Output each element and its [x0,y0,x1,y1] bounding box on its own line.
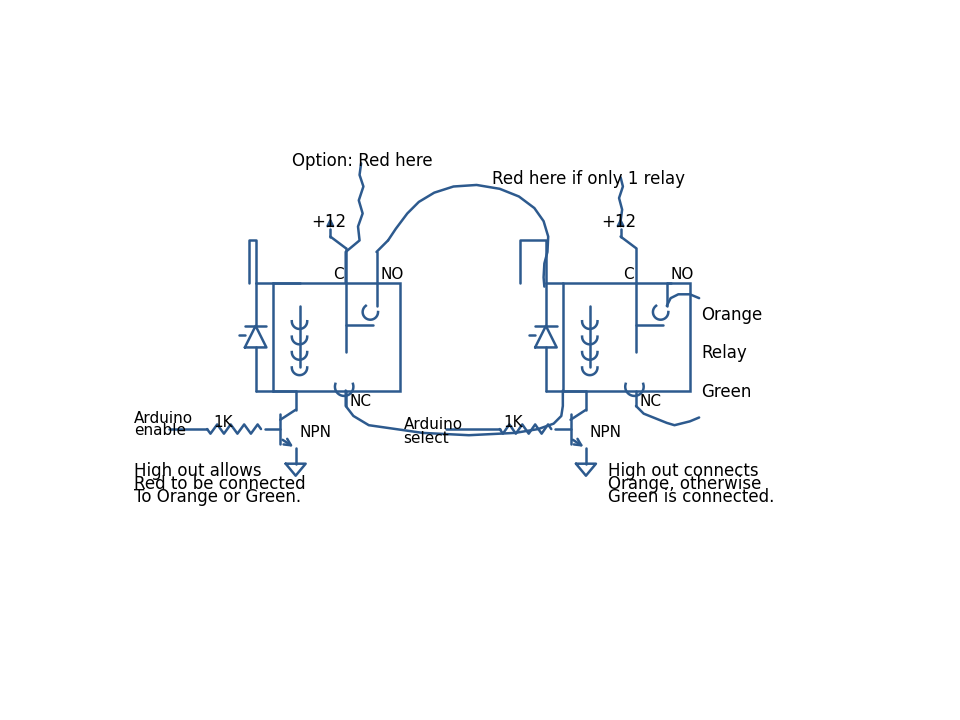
Text: Option: Red here: Option: Red here [292,152,432,170]
Text: NPN: NPN [589,426,622,440]
Text: Red here if only 1 relay: Red here if only 1 relay [492,169,685,187]
Text: +12: +12 [311,213,347,231]
Text: NPN: NPN [300,426,331,440]
Text: Relay: Relay [702,344,747,362]
Text: enable: enable [134,423,186,438]
Text: 1K: 1K [213,415,233,430]
Text: Green is connected.: Green is connected. [608,488,774,506]
Text: 1K: 1K [504,415,523,430]
Text: select: select [403,431,449,446]
Text: +12: +12 [601,213,636,231]
Text: Orange, otherwise: Orange, otherwise [608,475,761,493]
Text: C: C [623,267,634,282]
Text: Arduino: Arduino [134,411,193,426]
Text: NO: NO [380,267,404,282]
Bar [273,283,399,390]
Text: To Orange or Green.: To Orange or Green. [134,488,301,506]
Text: High out allows: High out allows [134,462,261,480]
Text: NC: NC [349,395,372,410]
Bar [563,283,690,390]
Text: Green: Green [702,383,752,401]
Text: NC: NC [639,395,661,410]
Text: High out connects: High out connects [608,462,758,480]
Text: Orange: Orange [702,306,762,324]
Text: Arduino: Arduino [403,418,463,433]
Text: C: C [333,267,344,282]
Text: NO: NO [671,267,694,282]
Text: Red to be connected: Red to be connected [134,475,305,493]
